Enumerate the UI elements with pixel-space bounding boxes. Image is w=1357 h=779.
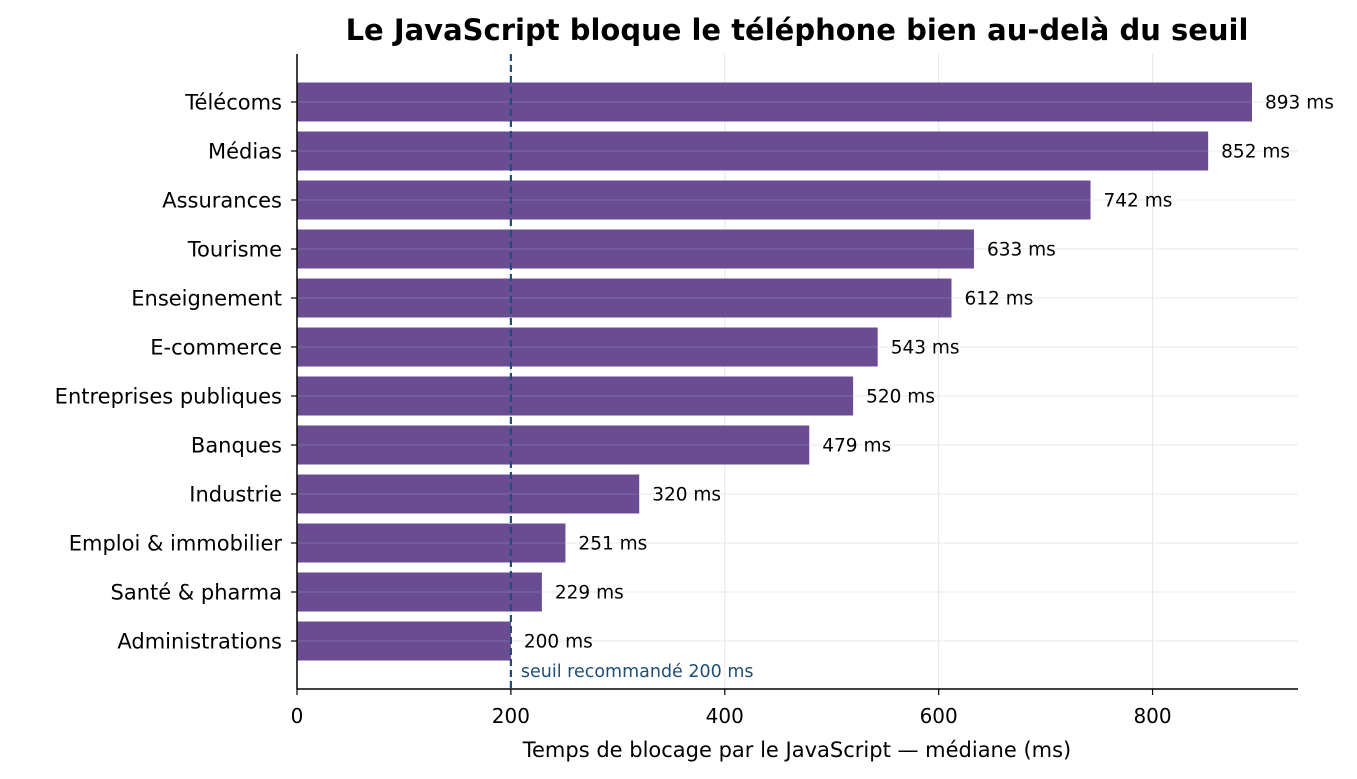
- x-tick-label: 600: [920, 704, 958, 728]
- value-label: 893 ms: [1265, 93, 1334, 114]
- category-label: Administrations: [117, 630, 282, 654]
- category-label: Santé & pharma: [111, 581, 283, 605]
- category-label: Tourisme: [187, 238, 282, 262]
- value-label: 742 ms: [1104, 191, 1173, 212]
- value-label: 612 ms: [965, 289, 1034, 310]
- x-tick-label: 200: [492, 704, 530, 728]
- bar: [297, 82, 1253, 122]
- bar: [297, 474, 640, 514]
- category-labels: Télécoms Médias Assurances Tourisme Enseigne…: [55, 91, 283, 654]
- category-label: Médias: [208, 140, 282, 164]
- x-tick-label: 0: [291, 704, 304, 728]
- category-label: Entreprises publiques: [55, 385, 282, 409]
- category-label: Assurances: [162, 189, 282, 213]
- category-label: Industrie: [189, 483, 282, 507]
- bars: [297, 82, 1298, 661]
- category-label: Télécoms: [184, 91, 282, 115]
- bar: [297, 523, 566, 563]
- value-label: 251 ms: [578, 534, 647, 555]
- category-label: Banques: [191, 434, 282, 458]
- category-label: Enseignement: [131, 287, 282, 311]
- bar: [297, 131, 1209, 171]
- value-label: 320 ms: [652, 485, 721, 506]
- value-label: 852 ms: [1221, 142, 1290, 163]
- bar: [297, 327, 878, 367]
- value-labels: 893 ms 852 ms 742 ms 633 ms 612 ms 543 ms 520 …: [524, 93, 1334, 653]
- x-axis-title: Temps de blocage par le JavaScript — méd…: [522, 738, 1072, 762]
- chart-title: Le JavaScript bloque le téléphone bien a…: [346, 13, 1249, 47]
- bar: [297, 229, 974, 269]
- bar: [297, 572, 542, 612]
- category-label: E-commerce: [150, 336, 282, 360]
- threshold-label: seuil recommandé 200 ms: [521, 662, 754, 682]
- value-label: 633 ms: [987, 240, 1056, 261]
- value-label: 520 ms: [866, 387, 935, 408]
- bar: [297, 180, 1091, 220]
- bar: [297, 278, 952, 318]
- axes: 0 200 400 600 800: [291, 54, 1298, 728]
- bar: [297, 376, 854, 416]
- x-tick-label: 400: [706, 704, 744, 728]
- value-label: 229 ms: [555, 583, 624, 604]
- threshold: seuil recommandé 200 ms: [509, 54, 754, 689]
- x-tick-label: 800: [1133, 704, 1171, 728]
- category-label: Emploi & immobilier: [69, 532, 283, 556]
- bar: [297, 621, 511, 661]
- bar: [297, 425, 810, 465]
- value-label: 543 ms: [891, 338, 960, 359]
- value-label: 200 ms: [524, 632, 593, 653]
- value-label: 479 ms: [822, 436, 891, 457]
